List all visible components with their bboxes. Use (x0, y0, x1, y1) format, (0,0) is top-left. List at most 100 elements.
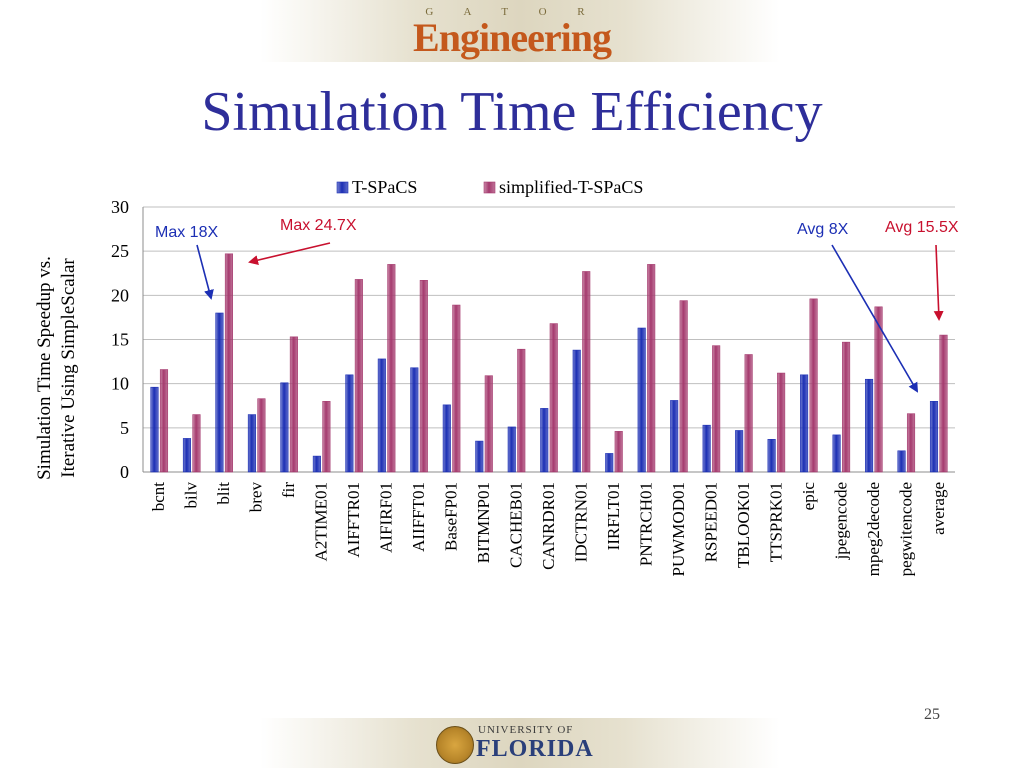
bar-tspacs (864, 378, 874, 473)
legend-label: T-SPaCS (352, 177, 417, 197)
y-tick-label: 30 (111, 197, 129, 217)
header-banner (260, 0, 780, 62)
bar-tspacs (637, 327, 646, 473)
bar-simplified-tspacs (517, 348, 526, 473)
slide-title: Simulation Time Efficiency (201, 81, 823, 143)
bar-simplified-tspacs (322, 401, 331, 473)
bar-tspacs (702, 424, 711, 473)
bar-tspacs (247, 414, 256, 473)
bar-simplified-tspacs (874, 306, 883, 473)
bar-tspacs (507, 426, 516, 473)
y-axis-title: Iterative Using SimpleScalar (58, 258, 79, 478)
bar-simplified-tspacs (257, 398, 266, 473)
bar-simplified-tspacs (647, 264, 656, 473)
bar-simplified-tspacs (289, 336, 298, 473)
bar-simplified-tspacs (809, 298, 818, 473)
bar-tspacs (442, 404, 451, 473)
x-tick-label: BaseFP01 (442, 482, 461, 551)
bar-simplified-tspacs (419, 280, 428, 473)
x-tick-label: jpegencode (831, 482, 850, 560)
bar-tspacs (929, 401, 939, 473)
x-tick-label: PUWMOD01 (669, 482, 688, 576)
x-tick-label: pegwitencode (896, 482, 915, 576)
x-tick-label: PNTRCH01 (636, 482, 655, 566)
bar-chart: 0 5 10 15 20 25 30 bcnt bilv blit brev fir A2TIME01 A… (34, 177, 959, 576)
x-tick-label: CANRDR01 (539, 482, 558, 570)
y-tick-label: 10 (111, 374, 129, 394)
x-tick-label: TBLOOK01 (734, 482, 753, 568)
annotation-label: Max 18X (155, 224, 218, 241)
bar-tspacs (150, 386, 159, 473)
bar-simplified-tspacs (387, 264, 396, 473)
x-tick-label: fir (279, 482, 298, 498)
bar-tspacs (572, 349, 581, 473)
x-tick-label: epic (799, 482, 818, 511)
bar-simplified-tspacs (842, 341, 851, 473)
y-tick-label: 25 (111, 241, 129, 261)
header-logo-engineering: Engineering (413, 15, 612, 60)
bar-tspacs (312, 455, 321, 473)
bar-simplified-tspacs (549, 323, 558, 473)
bar-tspacs (800, 374, 809, 473)
bar-tspacs (182, 438, 192, 473)
bar-tspacs (540, 408, 549, 473)
header-logo-gator: G A T O R (425, 6, 599, 18)
bar-simplified-tspacs (192, 414, 201, 473)
bar-tspacs (735, 430, 744, 473)
bar-simplified-tspacs (614, 431, 623, 473)
university-seal-icon (436, 726, 474, 764)
x-tick-label: average (929, 482, 948, 535)
x-tick-label: RSPEED01 (701, 482, 720, 562)
bar-tspacs (605, 453, 614, 473)
bar-simplified-tspacs (354, 279, 363, 473)
footer-banner (260, 718, 780, 768)
annotation-arrow (831, 244, 919, 393)
x-tick-label: AIIFFT01 (409, 482, 428, 552)
bar-tspacs (410, 367, 419, 473)
x-tick-label: bcnt (149, 482, 168, 512)
y-axis-title: Simulation Time Speedup vs. (34, 256, 55, 480)
footer-logo-university: UNIVERSITY OF (478, 724, 574, 736)
bar-tspacs (767, 439, 776, 473)
bar-simplified-tspacs (679, 300, 688, 473)
x-tick-label: mpeg2decode (864, 482, 883, 576)
x-tick-label: IDCTRN01 (571, 482, 590, 562)
y-tick-label: 5 (120, 418, 129, 438)
annotation-label: Max 24.7X (280, 217, 357, 234)
bar-simplified-tspacs (484, 375, 493, 473)
bar-simplified-tspacs (224, 253, 233, 473)
y-tick-label: 0 (120, 462, 129, 482)
bar-tspacs (377, 358, 386, 473)
bar-simplified-tspacs (777, 372, 786, 473)
bar-simplified-tspacs (712, 345, 721, 473)
bar-simplified-tspacs (939, 334, 948, 473)
x-tick-label: bilv (182, 482, 201, 509)
x-tick-label: CACHEB01 (507, 482, 526, 568)
bar-tspacs (670, 400, 679, 473)
x-tick-label: TTSPRK01 (766, 482, 785, 562)
y-tick-label: 15 (111, 330, 129, 350)
bar-simplified-tspacs (452, 304, 461, 473)
annotation-label: Avg 8X (797, 221, 849, 238)
annotation-label: Avg 15.5X (885, 219, 959, 236)
bar-tspacs (832, 434, 841, 473)
x-tick-label: blit (214, 482, 233, 505)
bar-simplified-tspacs (582, 271, 591, 473)
bar-tspacs (215, 312, 224, 473)
bar-tspacs (475, 440, 484, 473)
bar-tspacs (897, 450, 906, 473)
x-tick-label: brev (247, 482, 266, 513)
bar-tspacs (280, 382, 289, 473)
x-tick-label: A2TIME01 (312, 482, 331, 561)
x-tick-label: IIRFLT01 (604, 482, 623, 550)
legend-swatch-0 (336, 181, 349, 194)
page-number: 25 (924, 706, 940, 723)
footer-logo-florida: FLORIDA (476, 736, 594, 762)
legend-label: simplified-T-SPaCS (499, 177, 643, 197)
legend-swatch-1 (483, 181, 496, 194)
bar-simplified-tspacs (744, 354, 753, 473)
annotation-arrow (196, 244, 214, 300)
bar-simplified-tspacs (159, 369, 169, 473)
x-tick-label: AIFFTR01 (344, 482, 363, 558)
y-tick-label: 20 (111, 285, 129, 305)
